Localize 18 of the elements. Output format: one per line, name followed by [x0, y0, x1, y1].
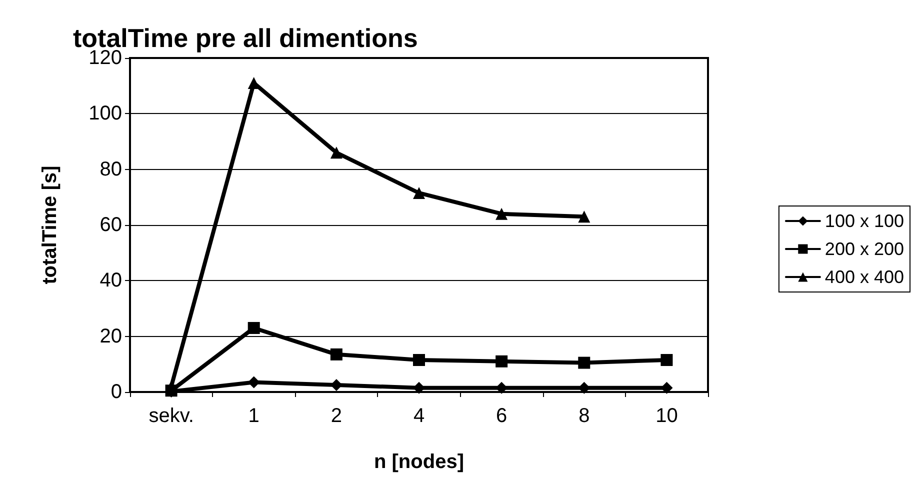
y-tick-label: 0 — [110, 381, 122, 403]
x-tick-label: 6 — [496, 405, 508, 427]
y-tick-label: 40 — [100, 270, 122, 292]
y-tick-label: 80 — [100, 158, 122, 180]
x-tick-label: 10 — [656, 405, 678, 427]
legend-label: 100 x 100 — [824, 211, 904, 231]
y-tick-label: 100 — [88, 102, 122, 125]
legend-label: 400 x 400 — [824, 267, 904, 287]
x-axis-title: n [nodes] — [374, 451, 464, 473]
legend-label: 200 x 200 — [824, 239, 904, 259]
x-tick-label: 1 — [248, 405, 260, 427]
y-axis-title: totalTime [s] — [39, 166, 61, 284]
x-tick-label: 2 — [330, 405, 342, 427]
x-tick-label: sekv. — [148, 405, 194, 427]
x-tick-label: 8 — [578, 405, 590, 427]
x-tick-label: 4 — [413, 405, 425, 427]
y-tick-label: 20 — [100, 325, 122, 348]
y-tick-label: 60 — [100, 214, 122, 236]
